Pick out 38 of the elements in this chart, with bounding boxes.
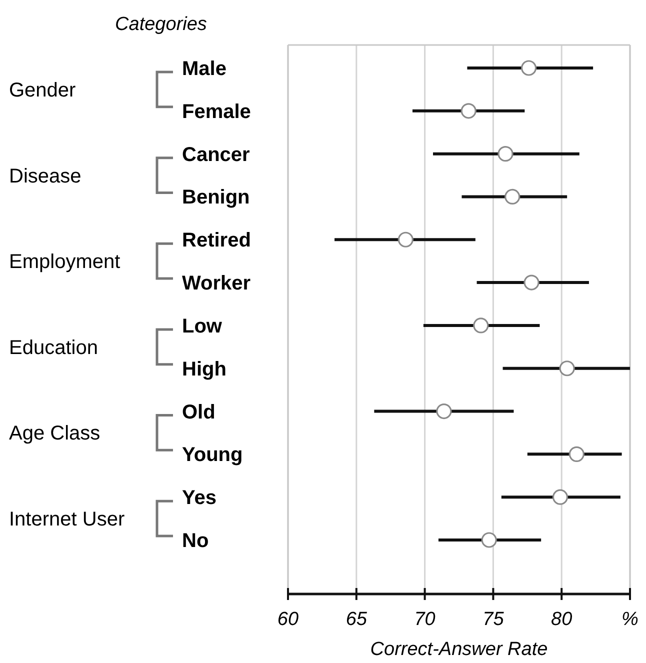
x-tick-label: 75 — [482, 609, 504, 630]
point — [498, 146, 514, 162]
x-tick-label: 60 — [277, 609, 299, 630]
y-tick-label: Female — [182, 100, 251, 123]
y-tick-label: Cancer — [182, 144, 250, 166]
y-tick-label: Worker — [182, 272, 251, 295]
x-tick-label: 80 — [551, 609, 573, 630]
point — [568, 446, 584, 462]
y-tick-label: Old — [182, 401, 216, 424]
y-tick-label: Retired — [182, 230, 251, 252]
text: Age Class — [9, 422, 100, 445]
y-tick-label: Benign — [182, 186, 250, 209]
point — [460, 103, 476, 119]
point — [520, 60, 537, 76]
text: Education — [9, 336, 98, 359]
point — [552, 489, 568, 505]
x-tick-label: 65 — [346, 609, 368, 630]
y-tick-label: Low — [182, 315, 222, 338]
point — [504, 188, 520, 205]
point — [481, 532, 497, 548]
text: Gender — [9, 79, 76, 102]
text: Internet User — [9, 508, 125, 531]
y-tick-label: High — [182, 358, 226, 380]
x-tick-label: % — [622, 609, 639, 630]
x-tick-label: 70 — [414, 609, 436, 630]
y-axis-title: Categories — [115, 14, 208, 35]
y-tick-label: No — [182, 530, 209, 552]
text: Employment — [9, 251, 121, 274]
y-tick-label: Young — [182, 444, 243, 466]
x-axis-title: Correct-Answer Rate — [370, 639, 548, 660]
point — [436, 403, 452, 420]
text: Disease — [9, 165, 82, 188]
point — [473, 318, 489, 334]
y-tick-label: Male — [182, 58, 226, 80]
point — [524, 274, 540, 290]
point — [559, 360, 575, 376]
y-tick-label: Yes — [182, 487, 216, 510]
point — [398, 232, 414, 248]
